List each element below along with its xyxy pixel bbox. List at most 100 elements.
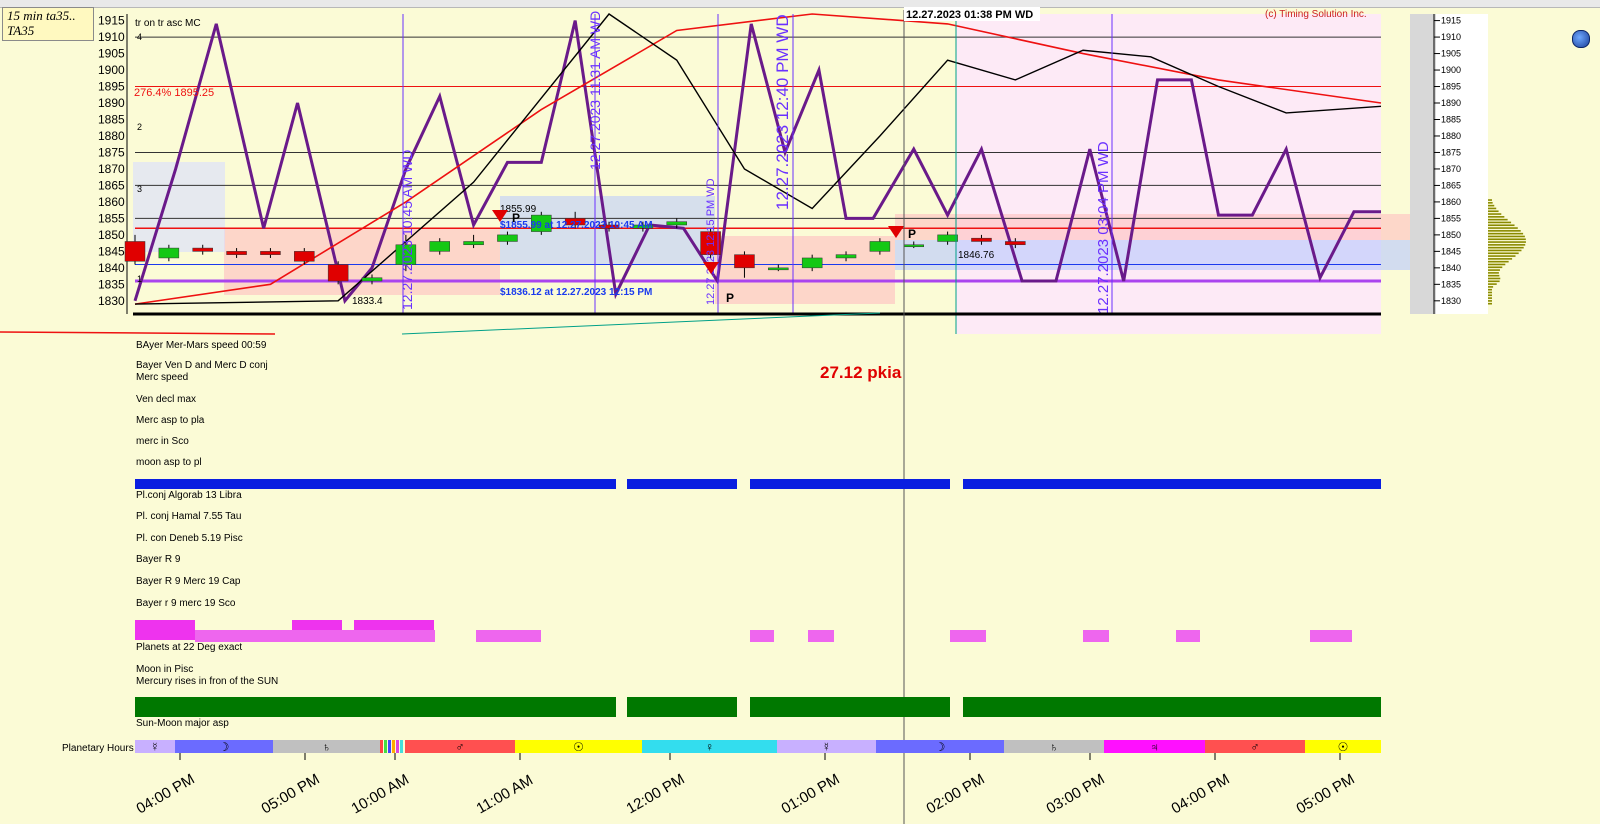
y-tick-label-left: 1905 bbox=[98, 47, 125, 61]
planetary-hour-segment bbox=[876, 740, 1004, 753]
candle-body[interactable] bbox=[937, 234, 958, 242]
candle-body[interactable] bbox=[734, 254, 755, 269]
volume-bar bbox=[1488, 218, 1508, 221]
volume-bar bbox=[1488, 302, 1492, 305]
candle-body[interactable] bbox=[395, 244, 417, 265]
candle-body[interactable] bbox=[564, 218, 586, 226]
candle-body[interactable] bbox=[971, 237, 992, 242]
candle-body[interactable] bbox=[801, 257, 823, 269]
globe-icon[interactable] bbox=[1572, 30, 1590, 48]
planet-glyph: ♄ bbox=[322, 740, 331, 754]
volume-bar bbox=[1488, 224, 1515, 227]
candle-body[interactable] bbox=[903, 244, 924, 248]
candle-body[interactable] bbox=[429, 241, 450, 252]
y-axis-left: 1915 1910 1905 1900 1895 1890 1885 1880 1875 1870… bbox=[98, 14, 128, 314]
planet-glyph: ☉ bbox=[1338, 740, 1349, 754]
y-tick-label-right: 1885 bbox=[1441, 114, 1461, 124]
candle-body[interactable] bbox=[869, 241, 891, 252]
y-tick-label-left: 1850 bbox=[98, 228, 125, 242]
indicator-label: Planets at 22 Deg exact bbox=[136, 642, 242, 653]
candle-body[interactable] bbox=[598, 224, 620, 229]
candle-body[interactable] bbox=[531, 214, 552, 232]
y-tick-label-left: 1860 bbox=[98, 195, 125, 209]
x-tick-label: 01:00 PM bbox=[779, 771, 843, 818]
candle-body[interactable] bbox=[260, 251, 281, 255]
candle-body[interactable] bbox=[192, 247, 213, 252]
x-tick-label: 10:00 AM bbox=[349, 771, 412, 817]
cursor-label: 12.27.2023 01:38 PM WD bbox=[906, 9, 1033, 21]
y-tick-label-left: 1830 bbox=[98, 294, 125, 308]
vlabel-1: 12.27.2023 10:45 AM WD bbox=[399, 150, 415, 310]
candle-body[interactable] bbox=[666, 221, 687, 226]
candle-body[interactable] bbox=[463, 241, 484, 246]
volume-bar bbox=[1488, 216, 1505, 218]
x-tick-label: 05:00 PM bbox=[1294, 771, 1358, 818]
candle-body[interactable] bbox=[1005, 241, 1026, 246]
y-tick-label-right: 1845 bbox=[1441, 246, 1461, 256]
y-tick-label-right: 1875 bbox=[1441, 147, 1461, 157]
volume-bar bbox=[1488, 252, 1519, 255]
candle-body[interactable] bbox=[327, 264, 349, 282]
green-indicator-band bbox=[135, 697, 1381, 717]
teal-trend bbox=[401, 312, 881, 335]
x-tick-label: 03:00 PM bbox=[1044, 771, 1108, 818]
volume-bar bbox=[1488, 204, 1495, 207]
y-tick-label-right: 1850 bbox=[1441, 230, 1461, 240]
x-tick-label: 05:00 PM bbox=[259, 771, 323, 818]
y-tick-label-right: 1870 bbox=[1441, 164, 1461, 174]
volume-bar bbox=[1488, 272, 1499, 274]
pivot-arrow-3 bbox=[888, 226, 904, 238]
x-tick-label: 12:00 PM bbox=[624, 771, 688, 818]
volume-bar bbox=[1488, 244, 1526, 246]
planetary-hour-segment bbox=[515, 740, 642, 753]
red-baseline bbox=[0, 331, 276, 335]
side-number-1: 4 bbox=[137, 32, 142, 42]
indicator-label: Bayer R 9 Merc 19 Cap bbox=[136, 576, 241, 587]
last-price-label: 1846.76 bbox=[958, 250, 995, 261]
volume-bar bbox=[1488, 241, 1526, 243]
indicator-label: Merc asp to pla bbox=[136, 415, 205, 426]
indicator-panel: BAyer Mer-Mars speed 00:59 Bayer Ven D an… bbox=[136, 340, 278, 729]
y-tick-label-right: 1900 bbox=[1441, 65, 1461, 75]
volume-bar bbox=[1488, 297, 1492, 299]
candle-body[interactable] bbox=[632, 224, 654, 229]
candle-body[interactable] bbox=[497, 234, 518, 242]
x-axis: 04:00 PM 05:00 PM 10:00 AM 11:00 AM 12:00 PM… bbox=[134, 753, 1358, 817]
planetary-hour-sliver bbox=[388, 740, 391, 753]
volume-bar bbox=[1488, 280, 1500, 283]
candle-body[interactable] bbox=[158, 247, 180, 259]
candle-body[interactable] bbox=[768, 267, 789, 271]
volume-bar bbox=[1488, 300, 1492, 302]
indicator-label: Ven decl max bbox=[136, 394, 196, 405]
candle-body[interactable] bbox=[226, 251, 247, 255]
candle-body[interactable] bbox=[700, 231, 721, 255]
candle-body[interactable] bbox=[361, 277, 383, 282]
y-tick-label-left: 1875 bbox=[98, 145, 125, 159]
candle-body[interactable] bbox=[294, 251, 315, 262]
volume-bar bbox=[1488, 246, 1524, 249]
indicator-label: Moon in Pisc bbox=[136, 664, 193, 675]
series-line-2 bbox=[134, 13, 1382, 305]
indicator-label: Mercury rises in fron of the SUN bbox=[136, 676, 278, 687]
y-tick-label-left: 1880 bbox=[98, 129, 125, 143]
y-tick-label-left: 1840 bbox=[98, 261, 125, 275]
planetary-hour-segment bbox=[777, 740, 876, 753]
indicator-label: Merc speed bbox=[136, 372, 188, 383]
planetary-hour-segment bbox=[642, 740, 777, 753]
candle-body[interactable] bbox=[124, 241, 146, 262]
pivot-label-1: P bbox=[512, 211, 520, 225]
planet-glyph: ♄ bbox=[1050, 740, 1059, 754]
ticker-box[interactable]: 15 min ta35.. TA35 bbox=[2, 7, 94, 41]
high-box-label: 1855.99 bbox=[500, 204, 537, 215]
candle-body[interactable] bbox=[835, 254, 857, 259]
pivot-label-2: P bbox=[726, 291, 734, 305]
pivot-label-3: P bbox=[908, 227, 916, 241]
volume-bar bbox=[1488, 221, 1512, 224]
indicator-label: Pl.conj Algorab 13 Libra bbox=[136, 490, 242, 501]
indicator-label: BAyer Mer-Mars speed 00:59 bbox=[136, 340, 267, 351]
ticker-line-2: TA35 bbox=[7, 23, 35, 38]
planetary-hour-segment bbox=[405, 740, 515, 753]
candle-layer bbox=[124, 211, 1026, 285]
y-tick-label-left: 1915 bbox=[98, 14, 125, 28]
